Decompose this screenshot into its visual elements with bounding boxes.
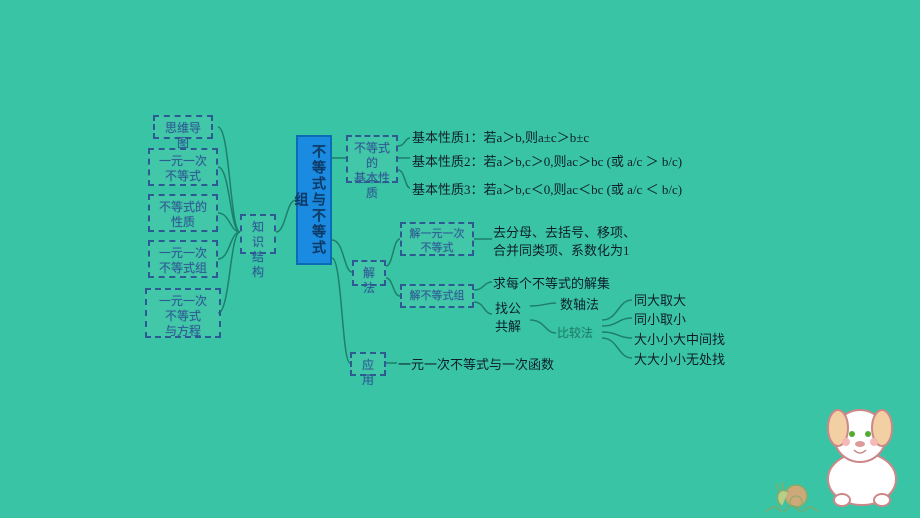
central-title: 不等式与不等式组 <box>296 135 332 265</box>
hub-box: 知识 结构 <box>240 214 276 254</box>
group-each: 求每个不等式的解集 <box>493 275 610 293</box>
group-compare: 比较法 <box>557 326 593 342</box>
diagram-root: 思维导图 一元一次 不等式 不等式的 性质 一元一次 不等式组 一元一次 不等式… <box>0 0 920 518</box>
solve-group-box: 解不等式组 <box>400 284 474 308</box>
application-text: 一元一次不等式与一次函数 <box>398 356 554 374</box>
left-item-3: 一元一次 不等式组 <box>148 240 218 278</box>
solve-single-box: 解一元一次 不等式 <box>400 222 474 256</box>
group-numline: 数轴法 <box>560 296 599 314</box>
left-item-4: 一元一次 不等式 与方程 <box>145 288 221 338</box>
left-item-2: 不等式的 性质 <box>148 194 218 232</box>
rule-1: 同大取大 <box>634 292 686 310</box>
property-2: 基本性质2：若a＞b,c＞0,则ac＞bc (或 a/c ＞ b/c) <box>412 153 682 171</box>
property-1: 基本性质1：若a＞b,则a±c＞b±c <box>412 129 589 147</box>
rule-4: 大大小小无处找 <box>634 351 725 369</box>
solve-hub: 解法 <box>352 260 386 286</box>
property-3: 基本性质3：若a＞b,c＜0,则ac＜bc (或 a/c ＜ b/c) <box>412 181 682 199</box>
rule-3: 大小小大中间找 <box>634 331 725 349</box>
mascot-icon <box>764 384 914 514</box>
group-common: 找公 共解 <box>495 300 521 335</box>
left-item-0: 思维导图 <box>153 115 213 139</box>
rule-2: 同小取小 <box>634 311 686 329</box>
left-item-1: 一元一次 不等式 <box>148 148 218 186</box>
application-box: 应用 <box>350 352 386 376</box>
properties-box: 不等式的 基本性质 <box>346 135 398 183</box>
single-steps: 去分母、去括号、移项、 合并同类项、系数化为1 <box>493 224 636 259</box>
